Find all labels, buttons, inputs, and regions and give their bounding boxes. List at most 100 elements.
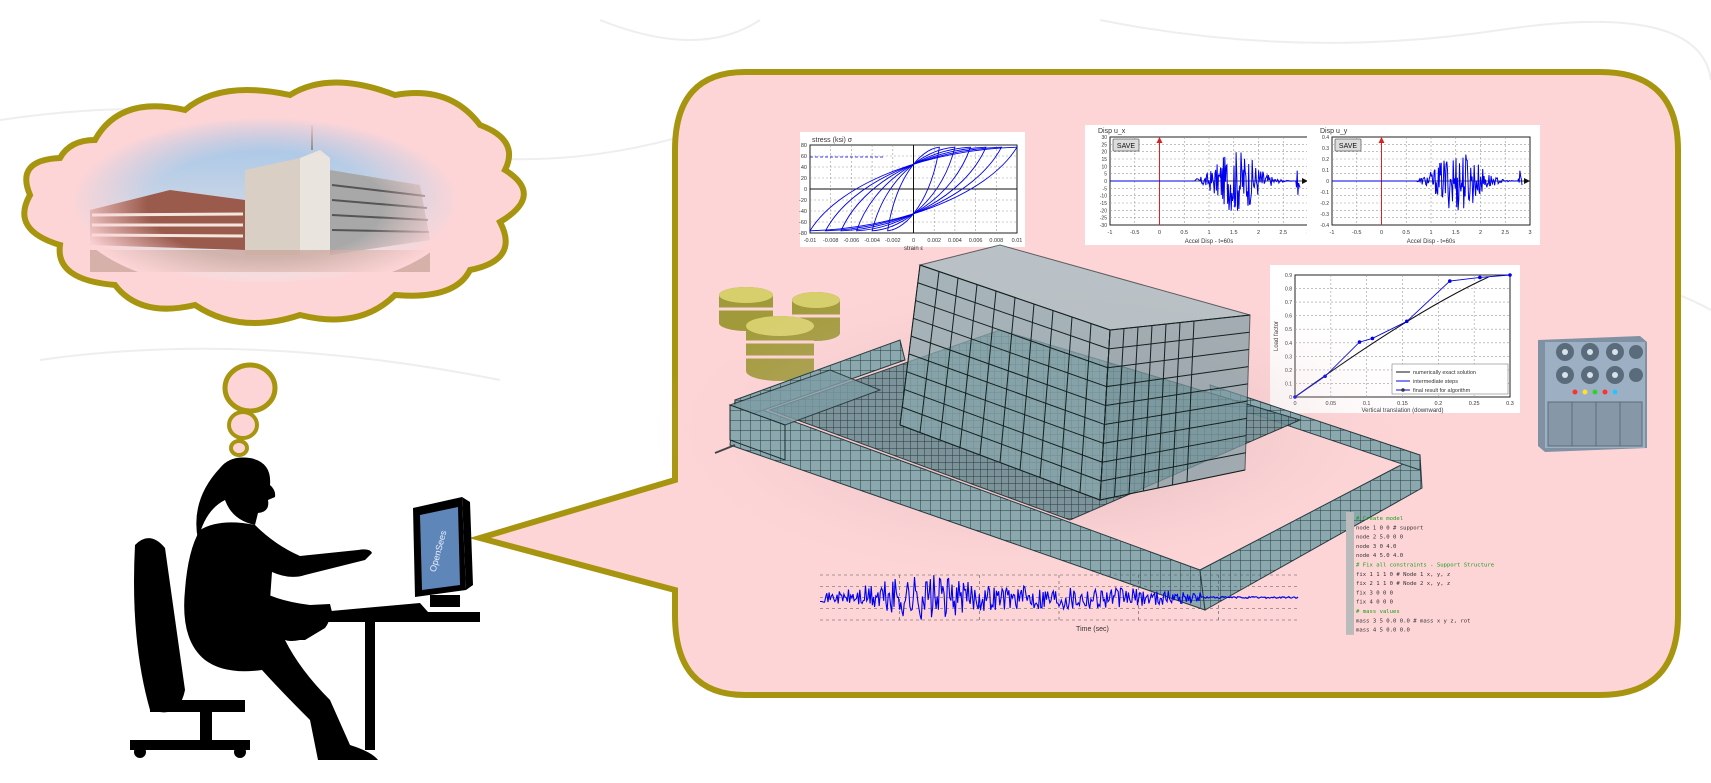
x-axis-label: strain ε [904, 246, 923, 252]
x-tick-label: 2.5 [1279, 230, 1287, 236]
mesh-line [919, 271, 940, 433]
legend-entry: final result for algorithm [1413, 388, 1471, 394]
mesh-line [1172, 322, 1181, 486]
hysteresis-loop [855, 146, 972, 232]
hysteresis-loop [824, 146, 1003, 232]
event-marker-arrow [1378, 137, 1385, 143]
x-tick-label: 0.006 [969, 238, 983, 244]
acceleration-series [819, 575, 1299, 620]
x-tick-label: -0.004 [864, 238, 880, 244]
mesh-line [999, 297, 1016, 463]
y-tick-label: 5 [1104, 172, 1107, 178]
y-tick-label: 30 [1101, 135, 1107, 141]
step-point [1478, 275, 1482, 280]
hysteresis-loop [840, 146, 987, 232]
x-tick-label: 0 [1158, 230, 1161, 236]
legend-entry: numerically exact solution [1413, 370, 1476, 376]
mesh-line [1107, 348, 1249, 369]
x-tick-label: 0 [1380, 230, 1383, 236]
chart-title: Disp u_y [1320, 128, 1348, 135]
mesh-line [1039, 310, 1054, 478]
thought-bubble-small [229, 439, 249, 457]
building-photo [69, 117, 461, 293]
axis-arrow [1524, 178, 1530, 184]
mesh-line [904, 388, 1103, 463]
mesh-line [1109, 314, 1251, 331]
database-stack-left [719, 287, 773, 331]
mesh-line [1101, 452, 1246, 482]
mesh-line [1099, 469, 1246, 501]
mesh-line [1128, 326, 1139, 495]
hysteresis-loop [871, 146, 956, 232]
console-line: fix 1 1 1 0 # Node 1 x, y, z [1356, 572, 1450, 578]
structural-model [650, 244, 1430, 611]
mesh-line [902, 406, 1102, 482]
step-point [1405, 319, 1409, 324]
x-tick-label: -0.5 [1352, 230, 1361, 236]
x-tick-label: 2 [1257, 230, 1260, 236]
console-gutter [1346, 512, 1354, 635]
mesh-line [1157, 323, 1167, 489]
x-tick-label: -0.008 [823, 238, 839, 244]
x-tick-label: 0.2 [1435, 401, 1443, 407]
x-tick-label: 1 [1207, 230, 1210, 236]
mesh-line [899, 424, 1101, 501]
thought-cloud [21, 79, 527, 457]
x-axis-label: Time (sec) [1076, 626, 1109, 633]
y-tick-label: 0.7 [1285, 300, 1292, 306]
displacement-series [1332, 154, 1523, 211]
mesh-line [1099, 329, 1111, 501]
console-line: fix 3 0 0 0 [1356, 590, 1393, 596]
mesh-line [899, 264, 921, 426]
x-tick-label: 3 [1528, 230, 1531, 236]
x-tick-label: 0.002 [927, 238, 941, 244]
event-marker-arrow [1156, 137, 1163, 143]
save-button-label: SAVE [1339, 143, 1357, 150]
chart-title: Disp u_x [1098, 128, 1126, 135]
x-tick-label: 0.25 [1469, 401, 1480, 407]
y-tick-label: -15 [1100, 201, 1107, 207]
y-tick-label: 60 [801, 154, 807, 160]
console-line: node 2 5.0 0 0 [1356, 535, 1403, 541]
x-tick-label: 1.5 [1230, 230, 1238, 236]
mesh-line [906, 371, 1104, 444]
mesh-tower-side [1099, 314, 1251, 501]
console-line: fix 4 0 0 0 [1356, 600, 1393, 606]
mesh-line [915, 300, 1108, 369]
mesh-line [1108, 331, 1250, 350]
save-button[interactable] [1112, 138, 1140, 152]
console-line: # Fix all constraints - Support Structur… [1356, 563, 1495, 569]
x-tick-label: 0.3 [1506, 401, 1514, 407]
x-tick-label: 1.5 [1452, 230, 1460, 236]
x-axis-label: Accel Disp - t=60s [1185, 239, 1234, 245]
y-tick-label: 80 [801, 143, 807, 149]
y-tick-label: -0.4 [1320, 223, 1329, 229]
y-tick-label: -5 [1103, 186, 1108, 192]
y-tick-label: 20 [1101, 150, 1107, 156]
y-tick-label: -40 [799, 209, 807, 215]
y-tick-label: 15 [1101, 157, 1107, 163]
mesh-line [1102, 435, 1247, 463]
y-tick-label: 0 [1104, 179, 1107, 185]
y-tick-label: -0.2 [1320, 201, 1329, 207]
x-tick-label: -1 [1108, 230, 1113, 236]
legend-entry: intermediate steps [1413, 379, 1458, 385]
console-line: mass 3 5 0.0 0.0 # mass x y z, rot [1356, 618, 1471, 624]
disp-x-chart: Disp u_xSAVE302520151050-5-10-15-20-25-3… [1085, 125, 1318, 245]
y-tick-label: -10 [1100, 194, 1107, 200]
mesh-line [1186, 320, 1195, 483]
mesh-line [1059, 316, 1073, 486]
hysteresis-loop [809, 146, 1018, 232]
axis-arrow [1302, 178, 1308, 184]
y-tick-label: 10 [1101, 164, 1107, 170]
console-line: node 3 0 4.0 [1356, 544, 1396, 550]
x-tick-label: 0.01 [1012, 238, 1023, 244]
console-line: # mass values [1356, 609, 1400, 615]
mesh-line [1104, 400, 1248, 425]
save-button[interactable] [1334, 138, 1362, 152]
y-tick-label: 0.1 [1322, 168, 1329, 174]
server-icon [1538, 336, 1647, 452]
y-tick-label: 0.4 [1322, 135, 1329, 141]
y-tick-label: -20 [1100, 208, 1107, 214]
